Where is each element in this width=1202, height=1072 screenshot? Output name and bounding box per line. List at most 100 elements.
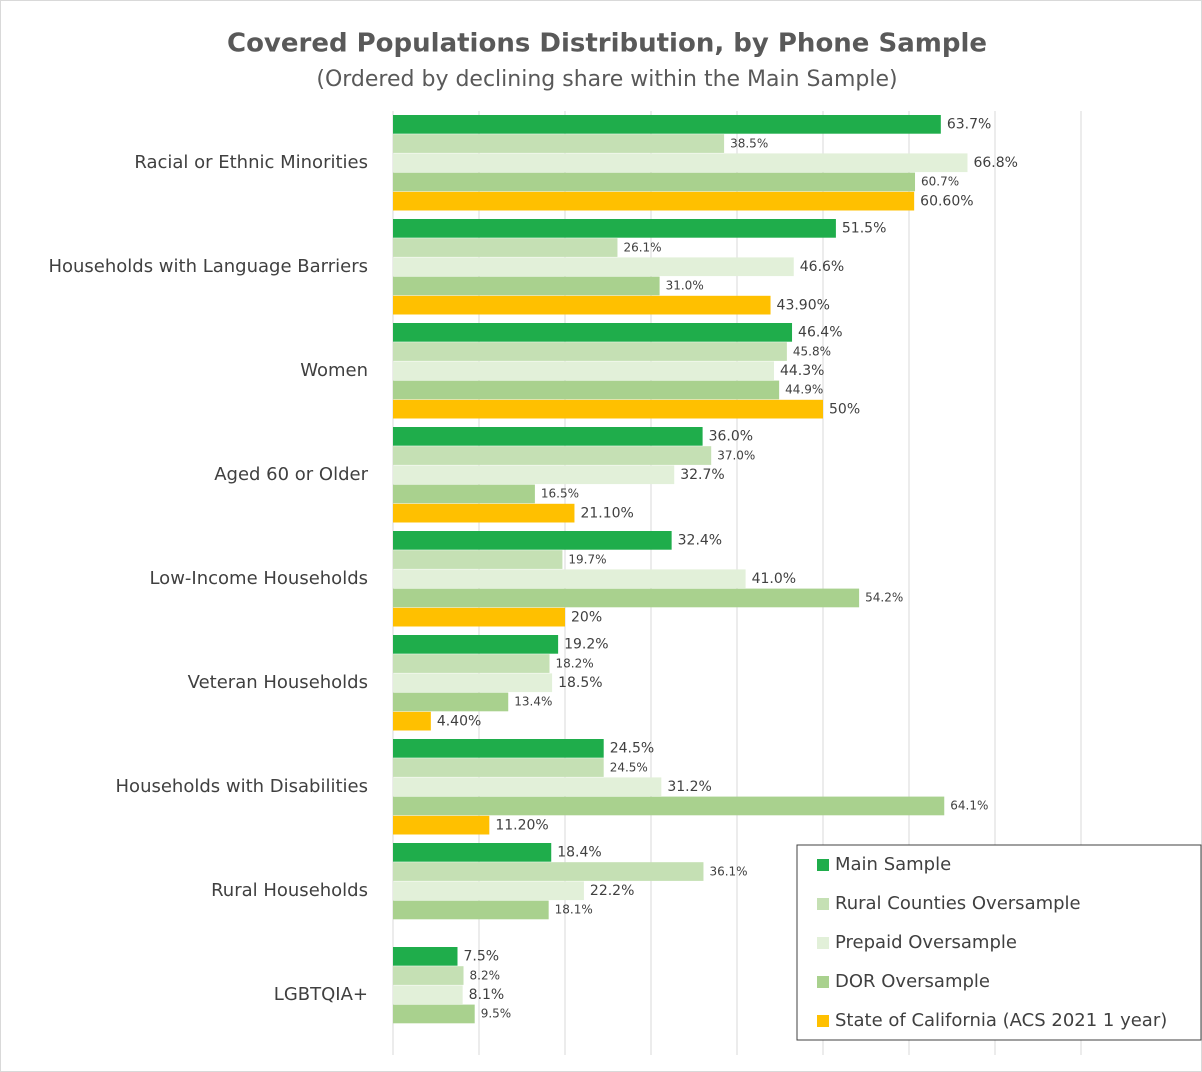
bar [393, 276, 660, 296]
data-label: 36.0% [709, 429, 753, 445]
data-label: 19.7% [568, 552, 606, 566]
bar [393, 257, 794, 277]
data-label: 46.6% [800, 259, 844, 275]
y-tick-label: Low-Income Households [149, 568, 368, 589]
data-label: 54.2% [865, 591, 903, 605]
bar [393, 900, 549, 920]
data-label: 7.5% [464, 949, 500, 965]
bar [393, 172, 916, 192]
bar [393, 219, 836, 238]
bar [393, 654, 550, 673]
bar [393, 323, 793, 342]
bar [393, 484, 535, 504]
bar [393, 881, 584, 901]
legend-label: Main Sample [835, 854, 951, 875]
y-tick-label: Racial or Ethnic Minorities [134, 152, 368, 173]
legend-swatch [817, 937, 829, 949]
data-label: 44.3% [780, 363, 824, 379]
bar [393, 342, 787, 361]
data-label: 18.2% [556, 656, 594, 670]
bar [393, 550, 563, 569]
bar [393, 796, 945, 816]
legend-label: DOR Oversample [835, 971, 990, 992]
bar [393, 361, 774, 381]
bar [393, 843, 552, 862]
y-tick-label: Households with Language Barriers [48, 256, 368, 277]
legend-swatch [817, 1015, 829, 1027]
bar [393, 739, 604, 758]
bar [393, 191, 915, 211]
data-label: 8.1% [469, 987, 505, 1003]
bar [393, 569, 746, 589]
bar [393, 815, 490, 835]
y-tick-label: Veteran Households [188, 672, 368, 693]
y-tick-label: Rural Households [211, 880, 368, 901]
data-label: 38.5% [730, 136, 768, 150]
bar [393, 531, 672, 550]
data-label: 11.20% [495, 817, 548, 833]
data-label: 36.1% [709, 864, 747, 878]
data-label: 64.1% [950, 799, 988, 813]
data-label: 32.7% [680, 467, 724, 483]
data-label: 45.8% [793, 344, 831, 358]
data-label: 63.7% [947, 117, 991, 133]
data-label: 21.10% [580, 505, 633, 521]
bar [393, 985, 463, 1005]
data-label: 18.1% [555, 903, 593, 917]
data-label: 66.8% [973, 155, 1017, 171]
data-label: 37.0% [717, 448, 755, 462]
legend-label: Rural Counties Oversample [835, 893, 1081, 914]
data-label: 50% [829, 401, 860, 417]
bar [393, 427, 703, 446]
data-label: 31.0% [666, 279, 704, 293]
data-label: 24.5% [610, 760, 648, 774]
bar [393, 465, 675, 485]
bar [393, 692, 509, 712]
bar [393, 295, 771, 315]
data-label: 20% [571, 609, 602, 625]
data-label: 31.2% [667, 779, 711, 795]
bar [393, 862, 704, 881]
y-tick-label: Women [300, 360, 368, 381]
bar [393, 966, 464, 985]
bar [393, 635, 559, 654]
y-tick-label: LGBTQIA+ [274, 984, 368, 1005]
bar [393, 238, 618, 257]
bar [393, 607, 565, 627]
data-label: 51.5% [842, 221, 886, 237]
bar [393, 115, 941, 134]
legend-box [796, 844, 1202, 1041]
bar [393, 777, 662, 797]
y-tick-label: Households with Disabilities [116, 776, 368, 797]
data-label: 32.4% [678, 533, 722, 549]
data-label: 60.7% [921, 175, 959, 189]
data-label: 46.4% [798, 325, 842, 341]
legend-label: State of California (ACS 2021 1 year) [835, 1010, 1167, 1031]
data-label: 18.4% [557, 845, 601, 861]
data-label: 19.2% [564, 637, 608, 653]
bar [393, 947, 458, 966]
bar [393, 758, 604, 777]
y-tick-label: Aged 60 or Older [214, 464, 368, 485]
chart-subtitle: (Ordered by declining share within the M… [316, 67, 897, 92]
legend-swatch [817, 898, 829, 910]
legend-swatch [817, 976, 829, 988]
bar [393, 380, 780, 400]
chart-title: Covered Populations Distribution, by Pho… [227, 29, 987, 59]
data-label: 13.4% [514, 695, 552, 709]
data-label: 16.5% [541, 487, 579, 501]
bar [393, 134, 725, 153]
data-label: 26.1% [623, 240, 661, 254]
data-label: 24.5% [610, 741, 654, 757]
data-label: 60.60% [920, 193, 973, 209]
data-label: 4.40% [437, 713, 481, 729]
bar [393, 1004, 475, 1024]
bar [393, 153, 968, 173]
data-label: 22.2% [590, 883, 634, 899]
data-label: 41.0% [752, 571, 796, 587]
data-label: 8.2% [470, 968, 501, 982]
data-label: 44.9% [785, 383, 823, 397]
data-label: 18.5% [558, 675, 602, 691]
bar [393, 503, 575, 523]
